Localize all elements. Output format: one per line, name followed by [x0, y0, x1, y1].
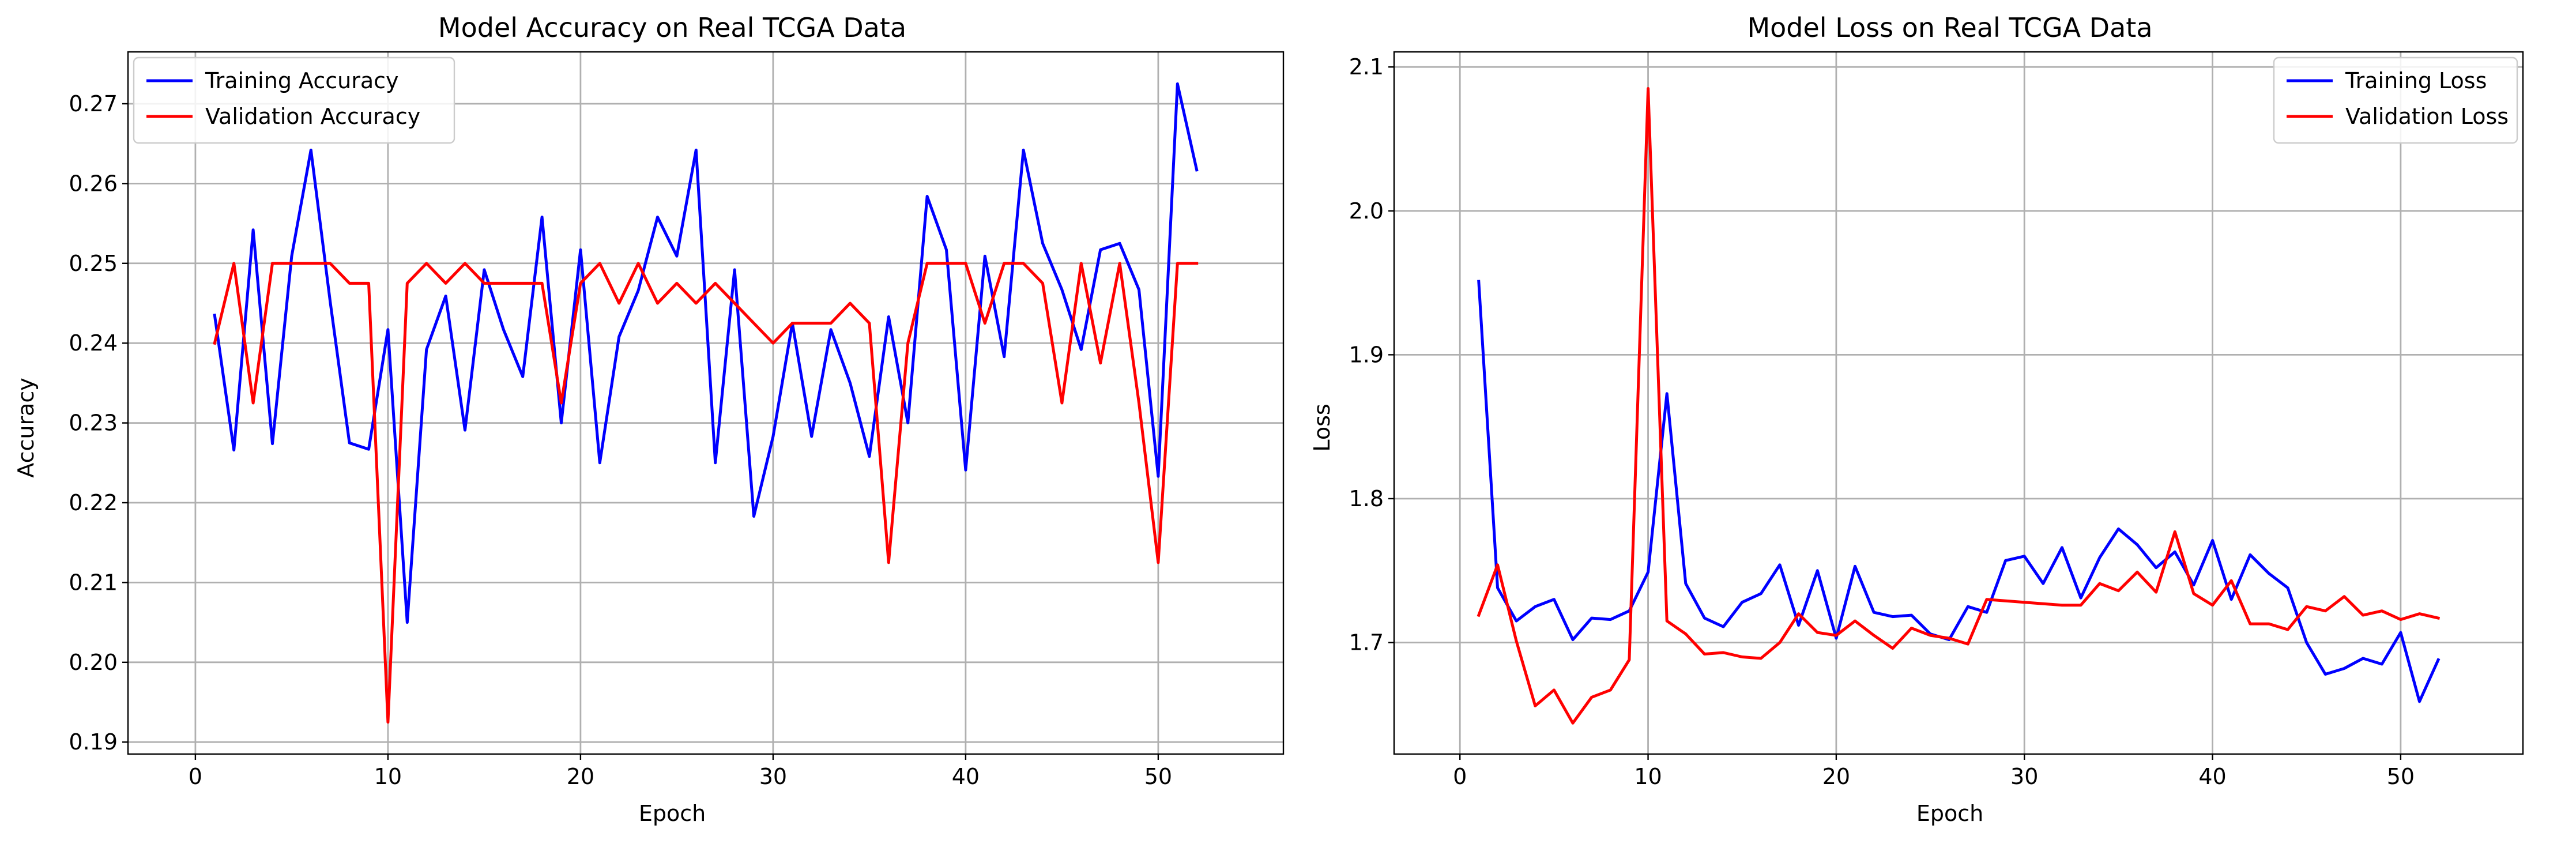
validation-loss-line — [1477, 87, 2441, 725]
loss-legend-label: Validation Loss — [2345, 104, 2509, 129]
accuracy-x-tick-label: 0 — [189, 764, 202, 789]
training-loss-line — [1477, 280, 2441, 703]
accuracy-y-tick-label: 0.26 — [69, 171, 118, 196]
loss-x-tick-label: 20 — [1822, 764, 1850, 789]
loss-chart: Model Loss on Real TCGA Data Epoch Loss … — [1309, 12, 2524, 826]
loss-legend-label: Training Loss — [2345, 68, 2487, 93]
loss-axes-frame — [1393, 51, 2524, 755]
loss-x-tick-label: 50 — [2387, 764, 2415, 789]
loss-chart-title: Model Loss on Real TCGA Data — [1747, 12, 2152, 43]
accuracy-legend: Training Accuracy Validation Accuracy — [133, 56, 455, 144]
accuracy-x-tick-label: 30 — [759, 764, 787, 789]
loss-x-tick-label: 0 — [1453, 764, 1467, 789]
training-accuracy-line — [213, 82, 1199, 624]
accuracy-x-tick-label: 40 — [952, 764, 980, 789]
loss-legend-box — [2273, 56, 2518, 144]
accuracy-y-tick-label: 0.27 — [69, 91, 118, 116]
loss-x-tick-label: 30 — [2010, 764, 2038, 789]
accuracy-chart-title: Model Accuracy on Real TCGA Data — [438, 12, 906, 43]
loss-y-axis-label: Loss — [1309, 404, 1335, 451]
loss-x-axis-label: Epoch — [1916, 801, 1983, 826]
accuracy-legend-box — [133, 56, 455, 144]
accuracy-y-tick-label: 0.22 — [69, 490, 118, 515]
accuracy-axes-frame — [127, 51, 1285, 755]
loss-x-tick-label: 10 — [1634, 764, 1662, 789]
accuracy-axes — [127, 51, 1285, 755]
loss-ticks: 0 10 20 30 40 50 1.7 1.8 1.9 2.0 2.1 — [1349, 54, 2415, 789]
accuracy-y-tick-label: 0.20 — [69, 650, 118, 675]
validation-accuracy-line — [213, 262, 1199, 724]
accuracy-ticks: 0 10 20 30 40 50 0.19 0.20 0.21 0.22 0.23 0.24 0.25 0… — [69, 91, 1172, 789]
accuracy-x-tick-label: 50 — [1144, 764, 1172, 789]
loss-y-tick-label: 1.9 — [1349, 342, 1384, 367]
loss-y-tick-label: 1.8 — [1349, 486, 1384, 511]
accuracy-x-axis-label: Epoch — [639, 801, 706, 826]
accuracy-series — [213, 82, 1199, 724]
accuracy-x-tick-label: 20 — [567, 764, 594, 789]
loss-series — [1477, 87, 2441, 725]
accuracy-x-tick-label: 10 — [374, 764, 402, 789]
accuracy-y-axis-label: Accuracy — [13, 378, 39, 478]
accuracy-legend-label: Validation Accuracy — [205, 104, 420, 129]
accuracy-y-tick-label: 0.25 — [69, 251, 118, 276]
loss-y-tick-label: 2.0 — [1349, 198, 1384, 224]
accuracy-y-tick-label: 0.23 — [69, 410, 118, 436]
accuracy-legend-label: Training Accuracy — [205, 68, 399, 93]
loss-y-tick-label: 2.1 — [1349, 54, 1384, 80]
loss-x-tick-label: 40 — [2198, 764, 2226, 789]
loss-y-tick-label: 1.7 — [1349, 630, 1384, 655]
accuracy-y-tick-label: 0.19 — [69, 729, 118, 755]
accuracy-chart: Model Accuracy on Real TCGA Data Epoch A… — [13, 12, 1285, 826]
loss-axes — [1393, 51, 2524, 755]
accuracy-y-tick-label: 0.24 — [69, 330, 118, 356]
loss-legend: Training Loss Validation Loss — [2273, 56, 2518, 144]
accuracy-y-tick-label: 0.21 — [69, 570, 118, 595]
